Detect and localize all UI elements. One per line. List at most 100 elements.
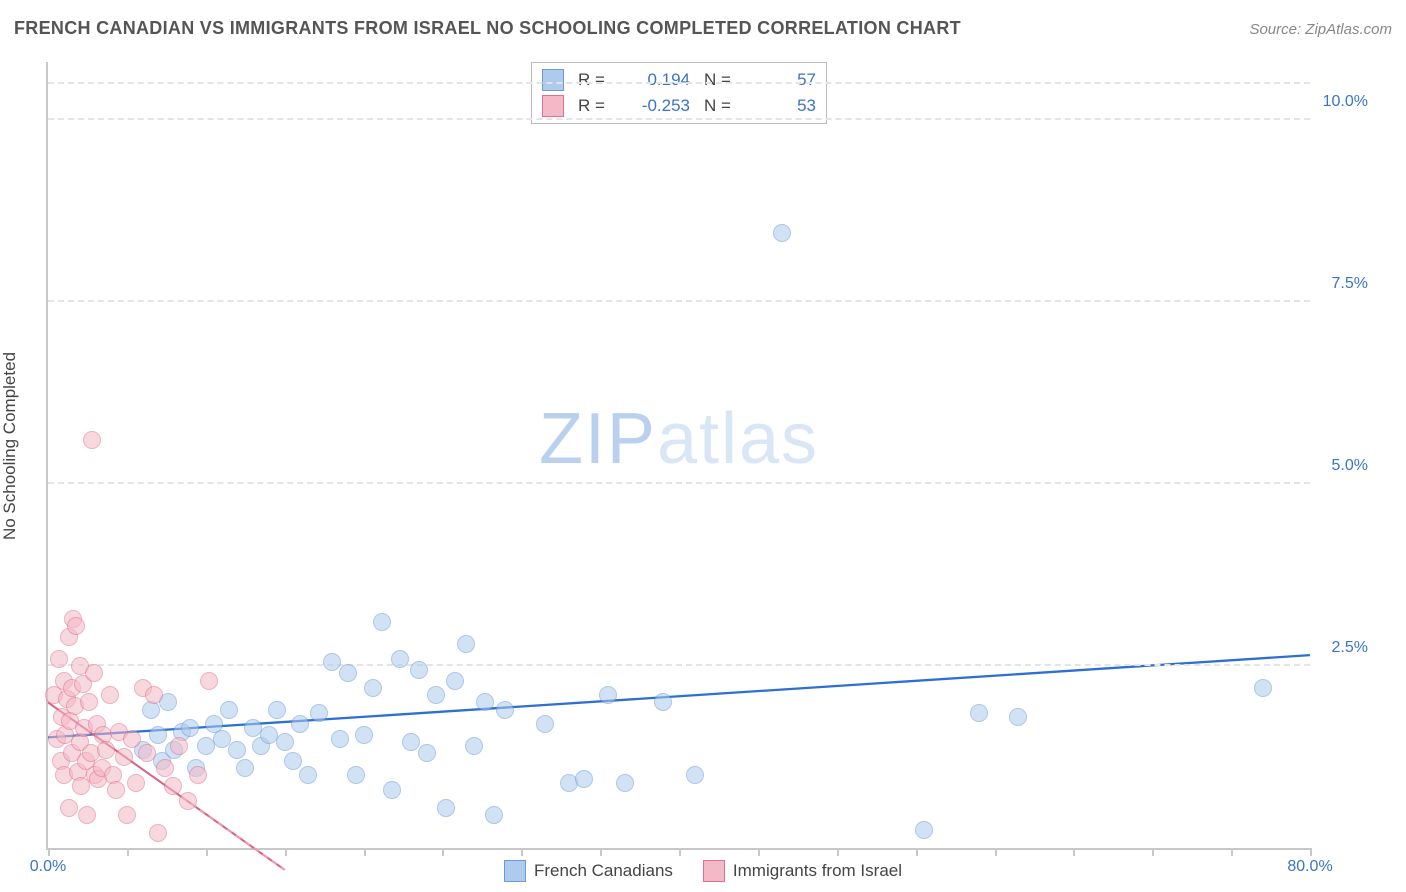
data-point [97,741,115,759]
data-point [291,715,309,733]
data-point [268,701,286,719]
x-tick [679,848,681,856]
x-tick [285,848,287,856]
legend-item: French Canadians [504,860,673,882]
legend-n-value: 53 [752,96,816,116]
data-point [364,679,382,697]
data-point [78,806,96,824]
x-tick [995,848,997,856]
gridline [48,482,1310,484]
x-tick-label: 80.0% [1287,858,1332,876]
legend-n-label: N = [704,96,738,116]
plot-area: ZIPatlas R =0.194N =57R =-0.253N =53 2.5… [46,62,1310,850]
x-tick [442,848,444,856]
data-point [457,635,475,653]
gridline [48,82,1310,84]
legend-r-value: -0.253 [626,96,690,116]
x-tick-label: 0.0% [30,858,66,876]
y-tick-label: 10.0% [1323,93,1368,111]
data-point [145,686,163,704]
data-point [181,719,199,737]
legend-swatch [542,95,564,117]
data-point [123,730,141,748]
data-point [1254,679,1272,697]
data-point [339,664,357,682]
x-tick [1231,848,1233,856]
data-point [323,653,341,671]
x-tick [758,848,760,856]
y-axis-title: No Schooling Completed [0,352,20,540]
data-point [67,617,85,635]
x-tick [364,848,366,856]
data-point [485,806,503,824]
data-point [80,693,98,711]
data-point [164,777,182,795]
data-point [402,733,420,751]
x-tick [521,848,523,856]
x-tick [837,848,839,856]
data-point [276,733,294,751]
watermark-part1: ZIP [539,399,657,479]
data-point [1009,708,1027,726]
y-tick-label: 7.5% [1332,275,1368,293]
data-point [331,730,349,748]
y-tick-label: 2.5% [1332,639,1368,657]
x-tick [48,848,50,856]
data-point [115,748,133,766]
x-tick [1152,848,1154,856]
data-point [496,701,514,719]
data-point [149,726,167,744]
data-point [189,766,207,784]
legend-r-value: 0.194 [626,70,690,90]
data-point [156,759,174,777]
data-point [83,431,101,449]
x-tick [206,848,208,856]
data-point [437,799,455,817]
legend-item-label: Immigrants from Israel [733,861,902,881]
data-point [465,737,483,755]
data-point [536,715,554,733]
legend-series: French Canadians Immigrants from Israel [504,860,902,882]
legend-n-label: N = [704,70,738,90]
trend-line [182,797,285,870]
data-point [410,661,428,679]
legend-row: R = -0.253 N = 53 [542,93,816,119]
watermark: ZIPatlas [539,398,819,480]
source-label: Source: ZipAtlas.com [1249,21,1392,38]
data-point [355,726,373,744]
watermark-part2: atlas [657,399,819,479]
x-tick [1310,848,1312,856]
data-point [60,799,78,817]
data-point [85,664,103,682]
data-point [616,774,634,792]
data-point [179,792,197,810]
legend-item: Immigrants from Israel [703,860,902,882]
data-point [284,752,302,770]
data-point [138,744,156,762]
gridline [48,300,1310,302]
data-point [915,821,933,839]
data-point [427,686,445,704]
trend-line [48,655,1310,737]
legend-swatch [504,860,526,882]
legend-correlation: R = 0.194 N = 57 R = -0.253 N = 53 [531,62,827,124]
legend-r-label: R = [578,96,612,116]
data-point [213,730,231,748]
x-tick [1073,848,1075,856]
x-tick [916,848,918,856]
legend-n-value: 57 [752,70,816,90]
data-point [149,824,167,842]
data-point [200,672,218,690]
data-point [446,672,464,690]
data-point [220,701,238,719]
x-tick [127,848,129,856]
legend-swatch [703,860,725,882]
data-point [476,693,494,711]
data-point [347,766,365,784]
legend-item-label: French Canadians [534,861,673,881]
data-point [599,686,617,704]
data-point [575,770,593,788]
data-point [773,224,791,242]
gridline [48,118,1310,120]
chart-frame: ZIPatlas R = 0.194 N = 57 R = -0.253 N = 53 2.5… [46,62,1370,850]
